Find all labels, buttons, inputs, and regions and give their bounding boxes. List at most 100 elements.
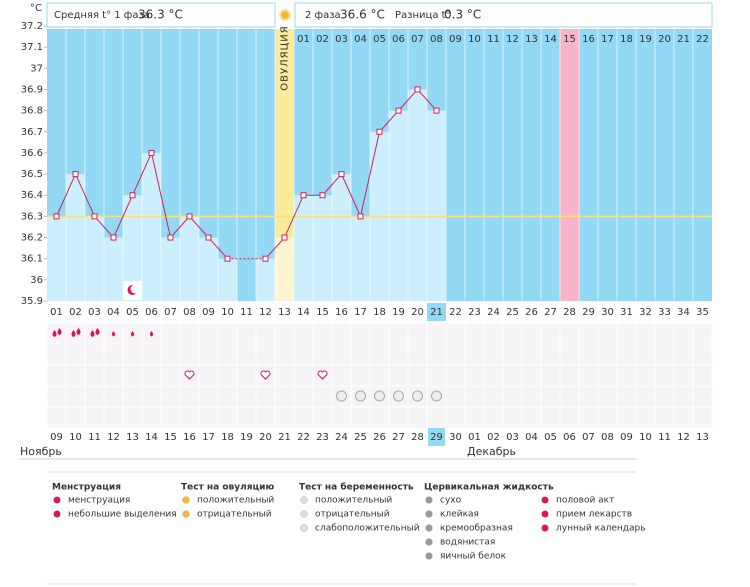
phase-day-label: 12 [506, 34, 519, 45]
legend-item: яичный белок [440, 552, 507, 562]
bar [85, 216, 104, 301]
cycle-day-label: 21 [430, 307, 443, 318]
cycle-day-label: 12 [259, 307, 272, 318]
bar [294, 195, 313, 301]
cycle-day-label: 33 [658, 307, 671, 318]
event-cell [332, 407, 351, 428]
month-label: Декабрь [467, 445, 516, 458]
temperature-point [319, 192, 326, 199]
event-cell [484, 323, 503, 344]
sun-icon [279, 9, 291, 21]
event-cell [503, 407, 522, 428]
event-cell [218, 344, 237, 365]
event-cell [161, 365, 180, 386]
temperature-point [205, 234, 212, 241]
event-cell [636, 344, 655, 365]
legend-item: менструация [68, 496, 130, 506]
ovulation-label: ОВУЛЯЦИЯ [280, 25, 291, 91]
event-cell [66, 344, 85, 365]
event-cell [636, 323, 655, 344]
event-cell [180, 407, 199, 428]
date-label: 26 [373, 432, 386, 443]
phase-day-label: 09 [449, 34, 462, 45]
event-cell [123, 344, 142, 365]
event-cell [218, 407, 237, 428]
phase-day-label: 18 [620, 34, 633, 45]
date-label: 05 [544, 432, 557, 443]
legend-item: положительный [315, 496, 392, 506]
header-box [46, 2, 276, 28]
phase-day-label: 22 [696, 34, 709, 45]
today-date-cell [428, 428, 445, 446]
date-label: 19 [240, 432, 253, 443]
cycle-day-label: 20 [411, 307, 424, 318]
event-cell [522, 323, 541, 344]
phase-day-label: 14 [544, 34, 557, 45]
event-cell [408, 323, 427, 344]
legend-icon [182, 496, 190, 504]
event-cell [598, 344, 617, 365]
event-cell [655, 386, 674, 407]
event-cell [693, 323, 712, 344]
bar [218, 258, 237, 301]
event-cell [617, 365, 636, 386]
event-cell [579, 407, 598, 428]
legend-title: Менструация [52, 483, 121, 493]
y-tick-label: 35.9 [21, 296, 43, 307]
temperature-point [91, 213, 98, 220]
event-cell [389, 365, 408, 386]
temperature-point [414, 86, 421, 93]
phase-day-label: 19 [639, 34, 652, 45]
event-cell [617, 323, 636, 344]
event-cell [218, 365, 237, 386]
event-cell [636, 386, 655, 407]
legend-title: Цервикальная жидкость [424, 483, 554, 493]
event-cell [313, 323, 332, 344]
event-cell [161, 386, 180, 407]
medication-icon [355, 390, 366, 402]
date-label: 03 [506, 432, 519, 443]
event-cell [484, 365, 503, 386]
event-cell [370, 344, 389, 365]
event-cell [655, 407, 674, 428]
date-label: 29 [430, 432, 443, 443]
phase-day-label: 06 [392, 34, 405, 45]
cycle-day-label: 23 [468, 307, 481, 318]
event-cell [465, 323, 484, 344]
event-cell [180, 386, 199, 407]
bar [199, 237, 218, 301]
cycle-day-label: 26 [525, 307, 538, 318]
event-cell [104, 407, 123, 428]
event-cell [522, 344, 541, 365]
event-cell [503, 365, 522, 386]
event-cell [446, 386, 465, 407]
legend-item: прием лекарств [556, 510, 632, 520]
date-label: 30 [449, 432, 462, 443]
phase-day-label: 21 [677, 34, 690, 45]
event-cell [560, 323, 579, 344]
event-cell [104, 386, 123, 407]
event-cell [237, 323, 256, 344]
date-label: 23 [316, 432, 329, 443]
event-cell [446, 344, 465, 365]
event-cell [617, 386, 636, 407]
cycle-day-label: 28 [563, 307, 576, 318]
date-label: 07 [582, 432, 595, 443]
phase2-label: 2 фаза [305, 10, 341, 21]
temperature-point [262, 255, 269, 262]
event-cell [142, 344, 161, 365]
cycle-day-label: 09 [202, 307, 215, 318]
event-cell [275, 344, 294, 365]
y-tick-label: 36 [30, 275, 43, 286]
y-tick-label: 36.6 [21, 148, 43, 159]
cycle-day-label: 15 [316, 307, 329, 318]
legend-icon [541, 496, 549, 504]
y-tick-label: 36.2 [21, 233, 43, 244]
phase-day-label: 08 [430, 34, 443, 45]
legend-title: Тест на овуляцию [181, 483, 274, 493]
event-cell [199, 386, 218, 407]
cycle-day-label: 14 [297, 307, 310, 318]
event-cell [294, 365, 313, 386]
bar [256, 258, 275, 301]
